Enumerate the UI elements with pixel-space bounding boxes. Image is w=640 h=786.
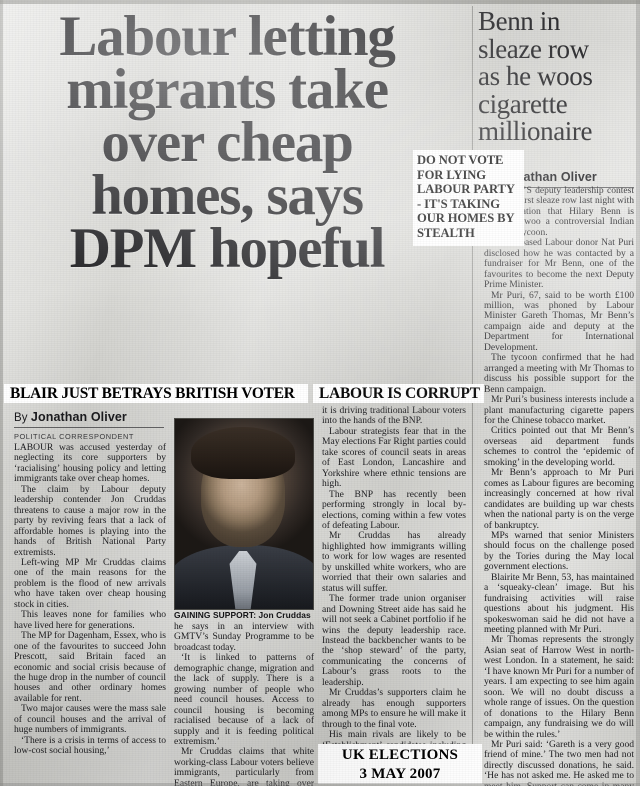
benn-byline-author: Jonathan Oliver — [500, 170, 597, 184]
main-paragraph: This leaves none for families who have l… — [14, 609, 166, 631]
main-paragraph: Mr Cruddas’s supporters claim he already… — [322, 687, 466, 730]
main-paragraph: Labour strategists fear that in the May … — [322, 425, 466, 490]
secondary-headline-line-5: millionaire — [478, 116, 593, 147]
article-photo — [174, 418, 314, 610]
main-headline-line-1: Labour letting — [59, 5, 395, 68]
benn-article-body: LABOUR’S deputy leadership contest faced… — [484, 185, 634, 786]
main-paragraph: Mr Cruddas claims that white working-cla… — [174, 746, 314, 786]
main-article-column-3: it is driving traditional Labour voters … — [322, 405, 466, 772]
benn-paragraph: Mr Benn’s approach to Mr Puri comes as L… — [484, 467, 634, 531]
secondary-headline: Benn in sleaze row as he woos cigarette … — [478, 6, 636, 147]
benn-paragraph: Critics pointed out that Mr Benn’s overs… — [484, 425, 634, 468]
main-byline-prefix: By — [14, 412, 28, 424]
main-paragraph: Two major causes were the mass sale of c… — [14, 703, 166, 736]
benn-paragraph: Mr Puri said: ‘Gareth is a very good fri… — [484, 739, 634, 786]
overlay-labour-is-corrupt: LABOUR IS CORRUPT — [313, 384, 484, 403]
main-headline-line-3: over cheap — [101, 111, 354, 174]
main-headline-line-5: DPM hopeful — [69, 217, 386, 280]
main-byline-block: By Jonathan Oliver POLITICAL CORRESPONDE… — [14, 410, 164, 441]
main-paragraph: it is driving traditional Labour voters … — [322, 405, 466, 427]
overlay-blair-betrays: BLAIR JUST BETRAYS BRITISH VOTER — [4, 384, 308, 403]
secondary-headline-line-1: Benn in — [478, 6, 560, 36]
clipping-left-edge — [0, 0, 3, 786]
benn-paragraph: Mr Puri’s business interests include a p… — [484, 394, 634, 426]
main-paragraph: LABOUR was accused yesterday of neglecti… — [14, 442, 166, 485]
benn-paragraph: The tycoon confirmed that he had arrange… — [484, 352, 634, 395]
benn-paragraph: Mr Thomas represents the strongly Asian … — [484, 634, 634, 740]
overlay-uk-elections: UK ELECTIONS 3 MAY 2007 — [318, 744, 482, 784]
main-byline-author: Jonathan Oliver — [30, 410, 127, 424]
secondary-headline-line-3: as he woos — [478, 61, 593, 92]
clipping-bottom-edge — [0, 783, 640, 786]
clipping-right-edge — [636, 0, 640, 786]
benn-byline-rule — [484, 187, 634, 188]
main-paragraph: he says in an interview with GMTV’s Sund… — [174, 621, 314, 653]
main-byline-rule — [14, 427, 164, 428]
secondary-headline-line-4: cigarette — [478, 88, 568, 119]
main-headline-line-2: migrants take — [66, 58, 389, 121]
benn-paragraph: British-based Labour donor Nat Puri disc… — [484, 237, 634, 291]
main-paragraph: The BNP has recently been performing str… — [322, 488, 466, 531]
main-headline-line-4: homes, says — [91, 164, 364, 227]
main-paragraph: Left-wing MP Mr Cruddas claims one of th… — [14, 556, 166, 610]
benn-paragraph: MPs warned that senior Ministers should … — [484, 529, 634, 573]
benn-paragraph: Blairite Mr Benn, 53, has maintained a ‘… — [484, 571, 634, 636]
photo-caption: GAINING SUPPORT: Jon Cruddas — [174, 610, 311, 620]
overlay-uk-elections-line-1: UK ELECTIONS — [341, 747, 459, 763]
overlay-do-not-vote: DO NOT VOTE FOR LYING LABOUR PARTY - IT'… — [413, 150, 524, 246]
main-paragraph: The claim by Labour deputy leadership co… — [14, 483, 166, 558]
main-paragraph: ‘It is linked to patterns of demographic… — [174, 652, 314, 747]
main-kicker: POLITICAL CORRESPONDENT — [14, 432, 134, 441]
main-paragraph: Mr Cruddas has already highlighted how i… — [322, 530, 466, 594]
secondary-headline-line-2: sleaze row — [478, 33, 589, 64]
main-paragraph: The former trade union organiser and Dow… — [322, 593, 466, 688]
main-paragraph: The MP for Dagenham, Essex, who is one o… — [14, 630, 166, 704]
main-paragraph: ‘There is a crisis in terms of access to… — [14, 734, 166, 757]
main-article-column-2: he says in an interview with GMTV’s Sund… — [174, 621, 314, 786]
photo-hair — [191, 427, 295, 479]
overlay-uk-elections-line-2: 3 MAY 2007 — [359, 765, 441, 782]
benn-paragraph: Mr Puri, 67, said to be worth £100 milli… — [484, 289, 634, 353]
main-byline: By Jonathan Oliver — [14, 410, 164, 424]
main-headline: Labour letting migrants take over cheap … — [18, 5, 436, 280]
main-article-column-1: LABOUR was accused yesterday of neglecti… — [14, 442, 166, 757]
